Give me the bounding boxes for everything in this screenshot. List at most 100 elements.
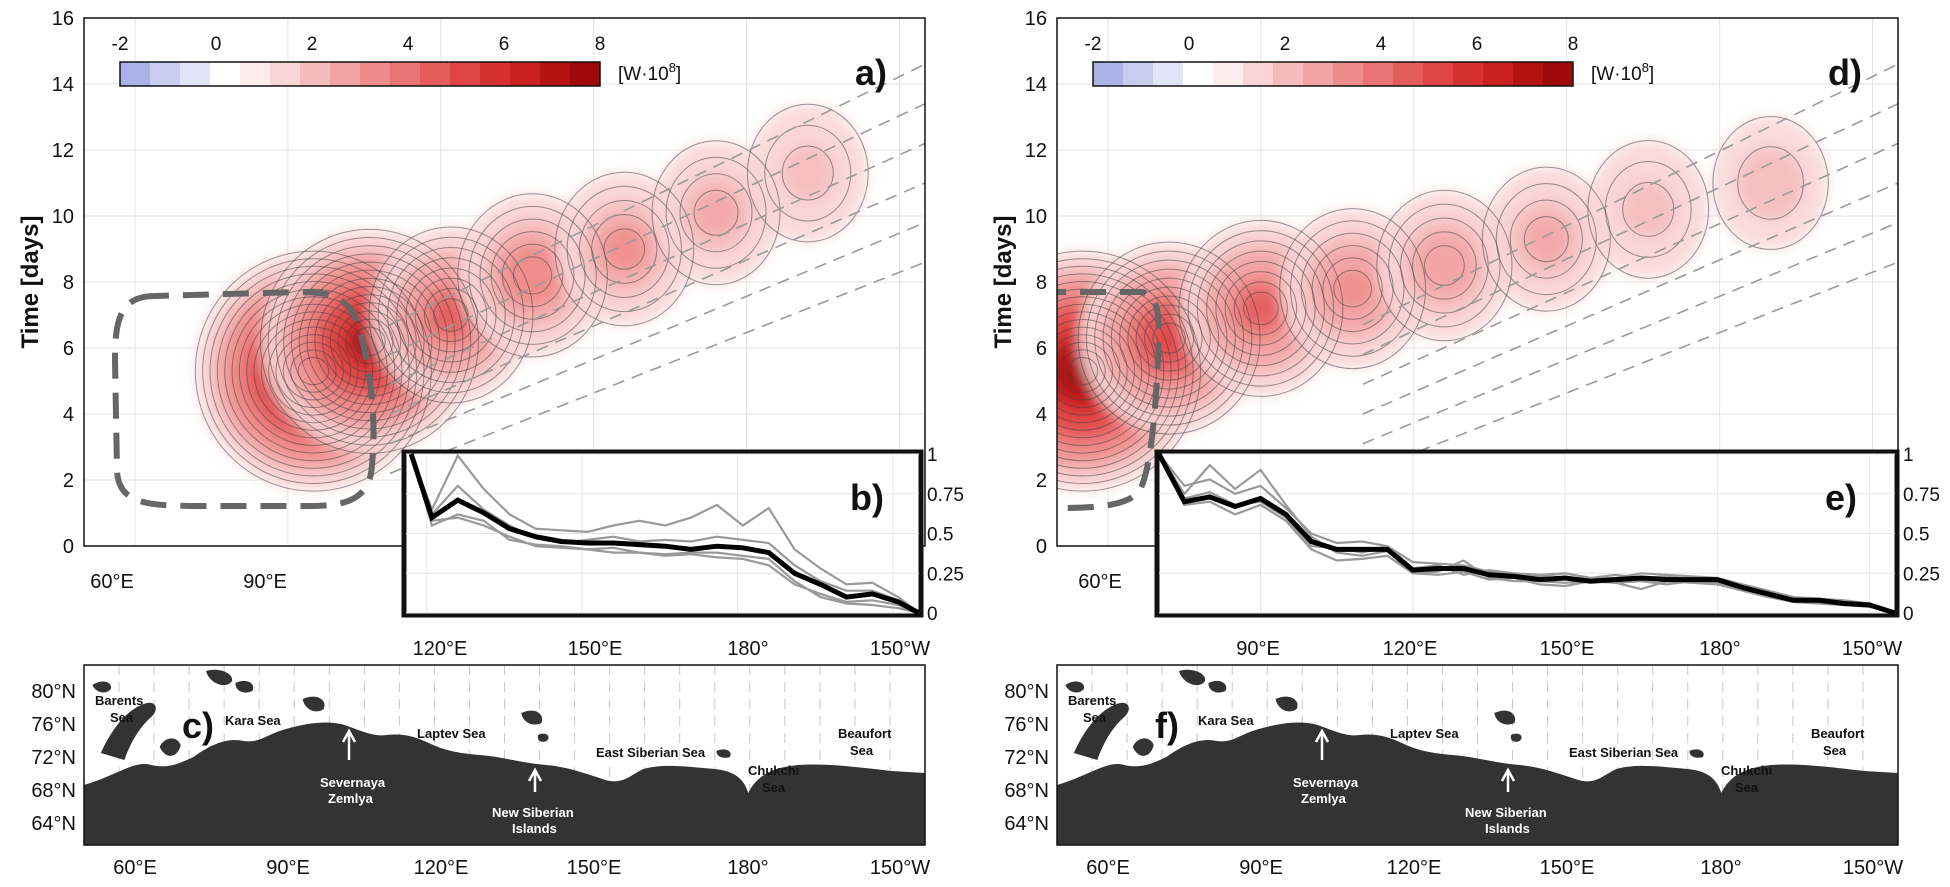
contour-line [1376, 189, 1513, 342]
contour-line [1206, 250, 1316, 367]
arrow-new-siberian [1500, 767, 1516, 792]
contour-line [591, 214, 658, 284]
contour-line [1057, 265, 1187, 477]
y-tick-label: 8 [63, 272, 74, 294]
panel-f-label: f) [1155, 705, 1179, 746]
panel-a: 0 2 4 6 8 10 12 14 16 60°E 90°E Time [days] a) -… [17, 8, 926, 593]
colorbar-a-tick: 6 [499, 34, 510, 55]
contour-line [1057, 273, 1179, 469]
panel-a-y-ticks: 0 2 4 6 8 10 12 14 16 [52, 8, 74, 558]
inset-y-tick: 0 [927, 604, 938, 625]
colorbar-swatch [150, 62, 181, 86]
label-east-siberian: East Siberian Sea [596, 745, 706, 760]
panel-a-y-label: Time [days] [17, 216, 44, 349]
colorbar-swatch [120, 62, 151, 86]
contour-line [1333, 269, 1372, 308]
contour-line [290, 349, 337, 393]
contour-line [1057, 341, 1113, 401]
contour-line [216, 273, 410, 469]
contour-line [405, 267, 497, 363]
label-chukchi: Sea [1735, 780, 1759, 795]
colorbar-swatch [1363, 62, 1394, 86]
panel-a-label: a) [855, 52, 887, 93]
label-laptev: Laptev Sea [417, 726, 486, 741]
panel-f-lat-tick: 68°N [1004, 780, 1049, 802]
panel-c-lon-tick: 90°E [266, 857, 310, 879]
colorbar-a-tick: -2 [112, 34, 129, 55]
contour-line [275, 245, 464, 438]
contour-line [1215, 260, 1307, 356]
contour-line [1077, 241, 1261, 435]
contour-line [554, 171, 695, 327]
label-new-siberian: New Siberian [492, 805, 574, 820]
contour-line [603, 228, 646, 270]
colorbar-swatch [270, 62, 301, 86]
label-severnaya: Severnaya [1293, 775, 1359, 790]
contour-line [1057, 258, 1194, 484]
colorbar-swatch [1243, 62, 1274, 86]
propagation-line [1362, 221, 1898, 445]
panel-a-x-tick: 60°E [90, 571, 134, 593]
panel-f-lat-tick: 64°N [1004, 813, 1049, 835]
panel-d-x-tick: 60°E [1078, 571, 1122, 593]
y-tick-label: 14 [52, 74, 74, 96]
colorbar-d-tick: 2 [1280, 34, 1291, 55]
colorbar-d-tick: 4 [1376, 34, 1387, 55]
arrow-new-siberian [527, 767, 543, 792]
label-barents: Sea [1083, 710, 1107, 725]
panel-b-x-tick: 180° [727, 638, 768, 660]
contour-line [1196, 240, 1325, 377]
contour-line [260, 319, 366, 424]
contour-line [1279, 208, 1427, 370]
panel-c-lon-tick: 60°E [113, 857, 157, 879]
colorbar-swatch [1543, 62, 1574, 86]
y-tick-label: 2 [1036, 470, 1047, 492]
contour-line [679, 173, 753, 253]
y-tick-label: 2 [63, 470, 74, 492]
contour-line [1587, 140, 1710, 279]
propagation-line [1362, 142, 1898, 386]
panel-e-x-tick: 120°E [1383, 638, 1438, 660]
contour-line [1495, 183, 1597, 296]
contour-line [209, 265, 418, 477]
propagation-line [389, 182, 925, 415]
contour-line [253, 311, 374, 431]
contour-line [1119, 286, 1220, 390]
label-chukchi: Chukchi [1721, 763, 1772, 778]
panel-c-lat-tick: 64°N [31, 813, 76, 835]
propagation-line [389, 261, 925, 475]
panel-c-lon-tick: 120°E [414, 857, 469, 879]
inset-y-tick: 0.5 [1903, 525, 1929, 546]
colorbar-swatch [300, 62, 331, 86]
propagation-line [1362, 261, 1898, 475]
contour-line [396, 257, 506, 373]
contour-line [194, 250, 432, 492]
label-beaufort: Beaufort [1811, 726, 1865, 741]
label-east-siberian: East Siberian Sea [1569, 745, 1679, 760]
colorbar-swatch [450, 62, 481, 86]
colorbar-d-tick: 8 [1568, 34, 1579, 55]
y-tick-label: 0 [63, 536, 74, 558]
colorbar-a-frame [119, 61, 601, 87]
inset-y-tick: 0.75 [927, 485, 964, 506]
colorbar-d-unit: [W·108] [1591, 60, 1654, 85]
colorbar-a-tick: 4 [403, 34, 414, 55]
contour-line [282, 341, 344, 401]
contour-line [1523, 216, 1569, 263]
panel-f-frame [1056, 664, 1899, 846]
panel-b-x-tick: 150°E [568, 638, 623, 660]
series-line-mean [1156, 452, 1896, 616]
contour-line [1057, 250, 1201, 492]
contour-line [1057, 296, 1157, 446]
y-tick-label: 4 [63, 404, 74, 426]
colorbar-d-frame [1092, 61, 1574, 87]
colorbar-d-tick: 0 [1184, 34, 1195, 55]
contour-line [306, 277, 433, 405]
contour-line [1233, 281, 1288, 336]
y-tick-label: 8 [1036, 272, 1047, 294]
contour-line [1057, 334, 1121, 408]
heat-blob [603, 228, 645, 270]
contour-line [1289, 220, 1416, 357]
label-beaufort: Sea [1823, 743, 1847, 758]
y-tick-label: 12 [52, 140, 74, 162]
